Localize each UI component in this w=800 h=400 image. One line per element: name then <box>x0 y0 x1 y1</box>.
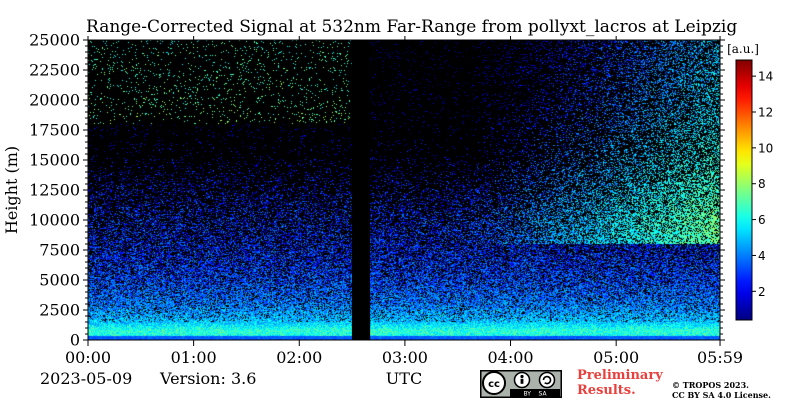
sa-icon-arrow <box>542 375 552 385</box>
x-tick-label: 05:59 <box>697 348 743 367</box>
date-label: 2023-05-09 <box>40 369 133 388</box>
preliminary-notice: Preliminary Results. <box>577 368 663 398</box>
y-tick-label: 2500 <box>39 301 80 320</box>
colorbar-tick-label: 4 <box>758 249 766 263</box>
x-tick-label: 05:00 <box>593 348 639 367</box>
x-tick-label: 03:00 <box>382 348 428 367</box>
preliminary-line1: Preliminary <box>577 368 663 383</box>
cc-icon-text: cc <box>488 379 500 390</box>
chart-title: Range-Corrected Signal at 532nm Far-Rang… <box>86 17 738 37</box>
copyright-line2: CC BY SA 4.0 License. <box>672 390 771 400</box>
y-tick-label: 17500 <box>29 121 80 140</box>
sa-icon <box>538 371 556 389</box>
colorbar-label: [a.u.] <box>727 42 759 56</box>
x-tick-label: 04:00 <box>487 348 533 367</box>
copyright-line1: © TROPOS 2023. <box>672 380 749 390</box>
cc-badge-strip <box>510 389 560 397</box>
colorbar-tick-label: 8 <box>758 177 766 191</box>
x-tick-label: 00:00 <box>65 348 111 367</box>
y-axis-label: Height (m) <box>2 146 21 234</box>
version-label: Version: 3.6 <box>160 369 257 388</box>
data-gap-band <box>352 40 371 340</box>
copyright-notice: © TROPOS 2023. CC BY SA 4.0 License. <box>672 380 771 400</box>
y-tick-label: 5000 <box>39 271 80 290</box>
cc-license-badge: cc BY SA <box>480 370 562 398</box>
cc-badge-strip-text: BY SA <box>523 391 547 398</box>
colorbar-tick-label: 14 <box>758 70 773 84</box>
colorbar-tick-label: 6 <box>758 213 766 227</box>
y-tick-label: 15000 <box>29 151 80 170</box>
by-icon-body <box>520 378 524 384</box>
y-tick-label: 0 <box>70 331 80 350</box>
x-tick-label: 02:00 <box>276 348 322 367</box>
y-tick-label: 25000 <box>29 31 80 50</box>
y-tick-label: 22500 <box>29 61 80 80</box>
y-tick-label: 10000 <box>29 211 80 230</box>
y-tick-label: 12500 <box>29 181 80 200</box>
y-tick-label: 7500 <box>39 241 80 260</box>
preliminary-line2: Results. <box>577 383 636 398</box>
y-tick-label: 20000 <box>29 91 80 110</box>
colorbar-tick-label: 10 <box>758 141 773 155</box>
colorbar <box>735 59 753 321</box>
x-axis-label: UTC <box>386 369 422 388</box>
x-tick-label: 01:00 <box>171 348 217 367</box>
colorbar-tick-label: 2 <box>758 285 766 299</box>
colorbar-tick-label: 12 <box>758 106 773 120</box>
by-icon-head <box>520 374 524 379</box>
heatmap-image <box>88 40 720 340</box>
cc-icon <box>482 371 506 395</box>
